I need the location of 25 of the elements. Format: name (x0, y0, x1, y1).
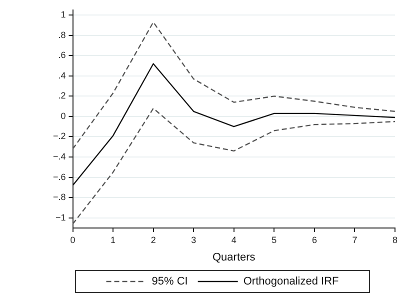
y-tick-label: .2 (58, 90, 66, 101)
y-tick-label: 0 (60, 110, 66, 121)
line-series (72, 108, 395, 225)
x-tick-label: 3 (191, 234, 196, 245)
y-tick-label: −.2 (52, 131, 66, 142)
legend-label: 95% CI (152, 276, 188, 288)
y-tick-label: −.8 (52, 192, 66, 202)
y-tick-label: 1 (60, 10, 66, 20)
x-tick-label: 5 (272, 234, 277, 245)
x-tick-label: 7 (352, 234, 358, 245)
y-tick-label: −.6 (52, 172, 66, 182)
y-tick-label: .8 (58, 30, 66, 40)
x-tick-label: 4 (231, 234, 236, 245)
x-tick-label: 0 (70, 234, 76, 245)
x-tick-label: 8 (392, 234, 398, 245)
x-tick-label: 2 (150, 234, 156, 245)
x-axis-title: Quarters (212, 251, 256, 264)
y-tick-label: .6 (58, 50, 66, 60)
x-tick-label: 6 (312, 234, 317, 245)
y-tick-label: −.4 (52, 152, 66, 162)
y-tick-label: .4 (58, 70, 66, 80)
y-tick-label: −1 (55, 212, 66, 222)
x-tick-label: 1 (110, 234, 116, 245)
line-series (72, 22, 395, 150)
legend-label: Orthogonalized IRF (243, 276, 340, 288)
